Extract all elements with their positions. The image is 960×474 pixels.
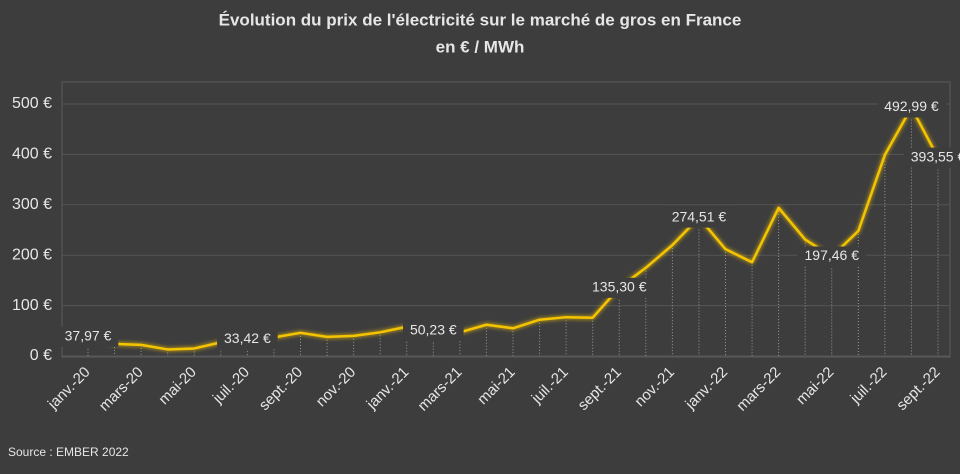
value-label-bg <box>585 277 654 298</box>
x-tick-label: mai-21 <box>474 364 518 408</box>
value-label-bg <box>903 147 960 168</box>
x-tick-label: juil.-22 <box>847 364 891 408</box>
value-label: 492,99 € <box>884 98 939 114</box>
value-label: 50,23 € <box>410 321 457 337</box>
value-label-bg <box>403 320 464 341</box>
x-tick-label: mars-20 <box>96 364 147 415</box>
x-tick-label: mai-22 <box>793 364 837 408</box>
x-tick-label: juil.-20 <box>209 364 253 408</box>
x-tick-label: janv.-21 <box>363 364 413 414</box>
x-tick-label: janv.-20 <box>44 364 94 414</box>
y-tick-label: 0 € <box>30 347 52 364</box>
y-tick-label: 500 € <box>12 95 52 112</box>
source: Source : EMBER 2022 <box>8 445 129 459</box>
value-label: 37,97 € <box>65 328 112 344</box>
y-tick-label: 400 € <box>12 146 52 163</box>
y-tick-label: 100 € <box>12 297 52 314</box>
value-label: 274,51 € <box>672 208 727 224</box>
y-tick-label: 200 € <box>12 246 52 263</box>
value-label-bg <box>797 246 866 267</box>
chart-subtitle: en € / MWh <box>436 37 525 56</box>
x-tick-label: sept.-22 <box>893 364 943 414</box>
value-label-bg <box>217 329 278 350</box>
x-tick-label: nov.-21 <box>631 364 678 411</box>
x-tick-label: nov.-20 <box>313 364 360 411</box>
x-tick-label: mars-21 <box>415 364 466 415</box>
value-label: 135,30 € <box>592 279 647 295</box>
x-tick-label: juil.-21 <box>528 364 572 408</box>
x-tick-label: mai-20 <box>155 364 199 408</box>
x-tick-label: mars-22 <box>733 364 784 415</box>
plot-frame <box>61 81 951 358</box>
x-tick-label: sept.-20 <box>256 364 306 414</box>
value-label: 33,42 € <box>224 330 271 346</box>
y-tick-label: 300 € <box>12 196 52 213</box>
value-label-bg <box>57 326 119 347</box>
value-label-bg <box>877 97 946 118</box>
value-label-bg <box>664 207 734 228</box>
x-tick-label: janv.-22 <box>681 364 731 414</box>
value-label: 393,55 € <box>911 148 960 164</box>
value-label: 197,46 € <box>805 247 860 263</box>
x-tick-label: sept.-21 <box>575 364 625 414</box>
chart-title: Évolution du prix de l'électricité sur l… <box>219 10 742 29</box>
price-line <box>87 106 940 351</box>
